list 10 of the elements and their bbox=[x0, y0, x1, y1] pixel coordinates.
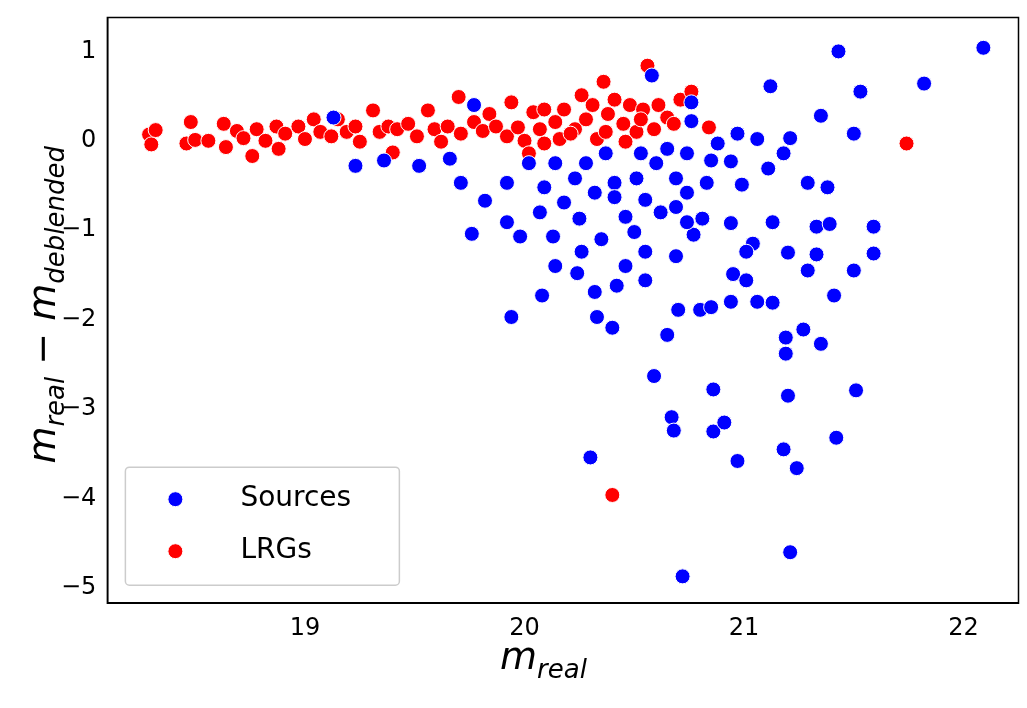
legend-label: Sources bbox=[240, 480, 352, 514]
y-tick-label: −2 bbox=[60, 303, 97, 332]
legend-label: LRGs bbox=[240, 532, 312, 566]
x-tick-label: 19 bbox=[289, 612, 321, 641]
x-tick-label: 21 bbox=[728, 612, 760, 641]
x-tick-label: 22 bbox=[948, 612, 979, 641]
y-tick-label: −4 bbox=[60, 482, 97, 511]
y-tick-label: 0 bbox=[81, 125, 97, 154]
y-tick-label: −5 bbox=[60, 572, 97, 601]
y-tick-label: 1 bbox=[81, 35, 97, 64]
